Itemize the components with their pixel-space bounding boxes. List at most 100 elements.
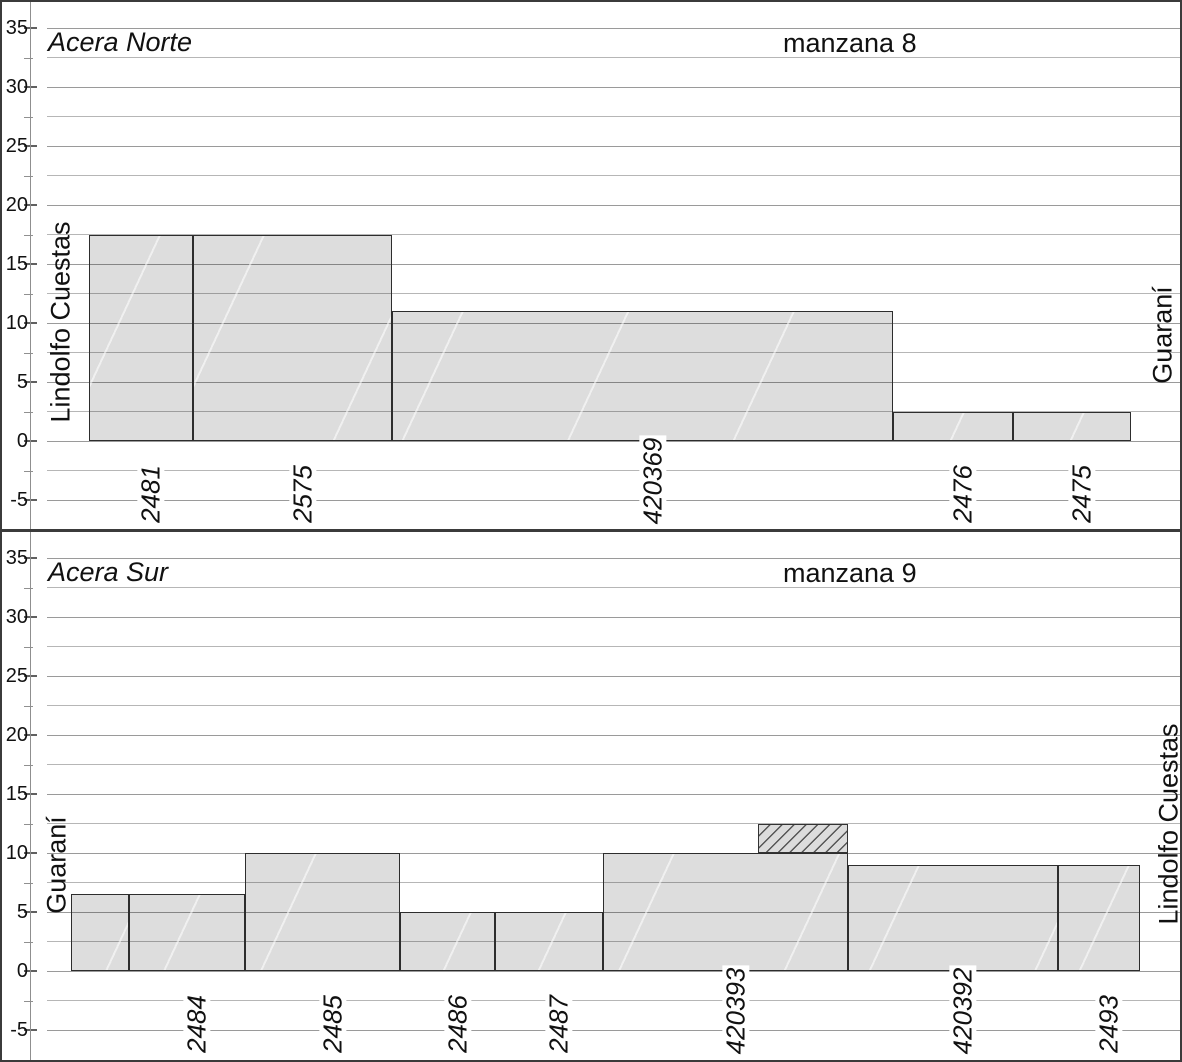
- y-tick-label: 0: [16, 960, 28, 982]
- gridline-minor: [47, 587, 1180, 588]
- tick-mark-minor: [24, 470, 33, 472]
- gridline-minor: [47, 823, 1180, 824]
- y-tick-label: 20: [5, 724, 28, 746]
- gridline-minor: [47, 764, 1180, 765]
- bar: [193, 234, 392, 441]
- street-label-left-sur: Guaraní: [41, 816, 72, 914]
- bar-label: 420392: [947, 965, 978, 1057]
- gridline-major: [47, 440, 1180, 442]
- bar: [89, 234, 193, 441]
- gridline-minor: [47, 646, 1180, 647]
- y-tick-label: 20: [5, 194, 28, 216]
- tick-mark-minor: [24, 175, 33, 177]
- y-tick-label: 35: [5, 547, 28, 569]
- y-tick-label: 5: [16, 901, 28, 923]
- tick-mark-minor: [24, 116, 33, 118]
- y-axis-line: [30, 2, 31, 529]
- bar: [71, 894, 129, 971]
- bar-label: 420393: [719, 965, 750, 1057]
- panel-title-sur: Acera Sur: [48, 557, 169, 587]
- street-label-left-norte: Lindolfo Cuestas: [45, 221, 76, 423]
- y-tick-label: -5: [10, 489, 28, 511]
- gridline-major: [47, 263, 1180, 265]
- bar-label: 2475: [1066, 463, 1097, 525]
- bar: [129, 894, 245, 971]
- street-label-right-norte: Guaraní: [1147, 286, 1178, 384]
- gridline-major: [47, 793, 1180, 795]
- gridline-major: [47, 145, 1180, 147]
- panel-acera-norte: 35 30 25 20 15 10 5 0 -5 2481 2575 420369 2476 2475 A…: [0, 0, 1182, 531]
- bar: [1058, 864, 1140, 971]
- y-tick-label: 5: [16, 371, 28, 393]
- tick-mark-minor: [24, 293, 33, 295]
- tick-mark-minor: [24, 823, 33, 825]
- gridline-major: [47, 27, 1180, 29]
- gridline-minor: [47, 1000, 1180, 1001]
- bar: [392, 311, 893, 441]
- y-tick-label: 35: [5, 17, 28, 39]
- gridline-minor: [47, 234, 1180, 235]
- plot-area-sur: 35 30 25 20 15 10 5 0 -5 2484 2485 2486 2487 420393 42…: [2, 532, 1180, 1060]
- gridline-major: [47, 970, 1180, 972]
- bar-label: 2481: [135, 463, 166, 525]
- bar: [848, 864, 1058, 971]
- plot-area-norte: 35 30 25 20 15 10 5 0 -5 2481 2575 420369 2476 2475: [2, 2, 1180, 529]
- block-label-sur: manzana 9: [783, 558, 917, 588]
- gridline-major: [47, 675, 1180, 677]
- gridline-major: [47, 616, 1180, 618]
- bar-label: 2487: [543, 993, 574, 1055]
- bar: [245, 853, 400, 971]
- tick-mark-minor: [24, 411, 33, 413]
- tick-mark-minor: [24, 705, 33, 707]
- bar-label: 2493: [1093, 993, 1124, 1055]
- y-tick-label: 0: [16, 430, 28, 452]
- y-tick-label: 15: [5, 783, 28, 805]
- y-tick-label: 30: [5, 76, 28, 98]
- tick-mark-minor: [24, 352, 33, 354]
- block-label-norte: manzana 8: [783, 28, 917, 58]
- tick-mark-minor: [24, 646, 33, 648]
- street-label-right-sur: Lindolfo Cuestas: [1153, 723, 1182, 925]
- bar-label: 2485: [316, 993, 347, 1055]
- y-tick-label: 25: [5, 665, 28, 687]
- gridline-major: [47, 204, 1180, 206]
- gridline-major: [47, 1029, 1180, 1031]
- y-tick-label: 10: [5, 312, 28, 334]
- y-tick-label: 30: [5, 606, 28, 628]
- panel-acera-sur: 35 30 25 20 15 10 5 0 -5 2484 2485 2486 2487 420393 42…: [0, 530, 1182, 1062]
- gridline-minor: [47, 57, 1180, 58]
- hatched-extension: [758, 823, 848, 853]
- bar-label: 420369: [636, 435, 667, 527]
- tick-mark-minor: [24, 941, 33, 943]
- tick-mark-minor: [24, 764, 33, 766]
- tick-mark-minor: [24, 234, 33, 236]
- tick-mark-minor: [24, 57, 33, 59]
- gridline-major: [47, 86, 1180, 88]
- y-tick-label: -5: [10, 1019, 28, 1041]
- bar: [893, 411, 1013, 441]
- gridline-minor: [47, 293, 1180, 294]
- bar: [1013, 411, 1131, 441]
- bar-label: 2484: [181, 993, 212, 1055]
- y-tick-label: 10: [5, 842, 28, 864]
- bar: [495, 912, 603, 971]
- bar-label: 2486: [441, 993, 472, 1055]
- gridline-major: [47, 499, 1180, 501]
- bar-label: 2476: [947, 463, 978, 525]
- bar-label: 2575: [286, 463, 317, 525]
- bar: [400, 912, 495, 971]
- gridline-minor: [47, 705, 1180, 706]
- gridline-major: [47, 734, 1180, 736]
- gridline-major: [47, 557, 1180, 559]
- bar: [603, 853, 848, 971]
- panel-title-norte: Acera Norte: [48, 27, 193, 57]
- tick-mark-minor: [24, 587, 33, 589]
- gridline-minor: [47, 175, 1180, 176]
- y-tick-label: 25: [5, 135, 28, 157]
- y-axis-line: [30, 532, 31, 1060]
- gridline-minor: [47, 116, 1180, 117]
- gridline-minor: [47, 470, 1180, 471]
- tick-mark-minor: [24, 882, 33, 884]
- y-tick-label: 15: [5, 253, 28, 275]
- tick-mark-minor: [24, 1000, 33, 1002]
